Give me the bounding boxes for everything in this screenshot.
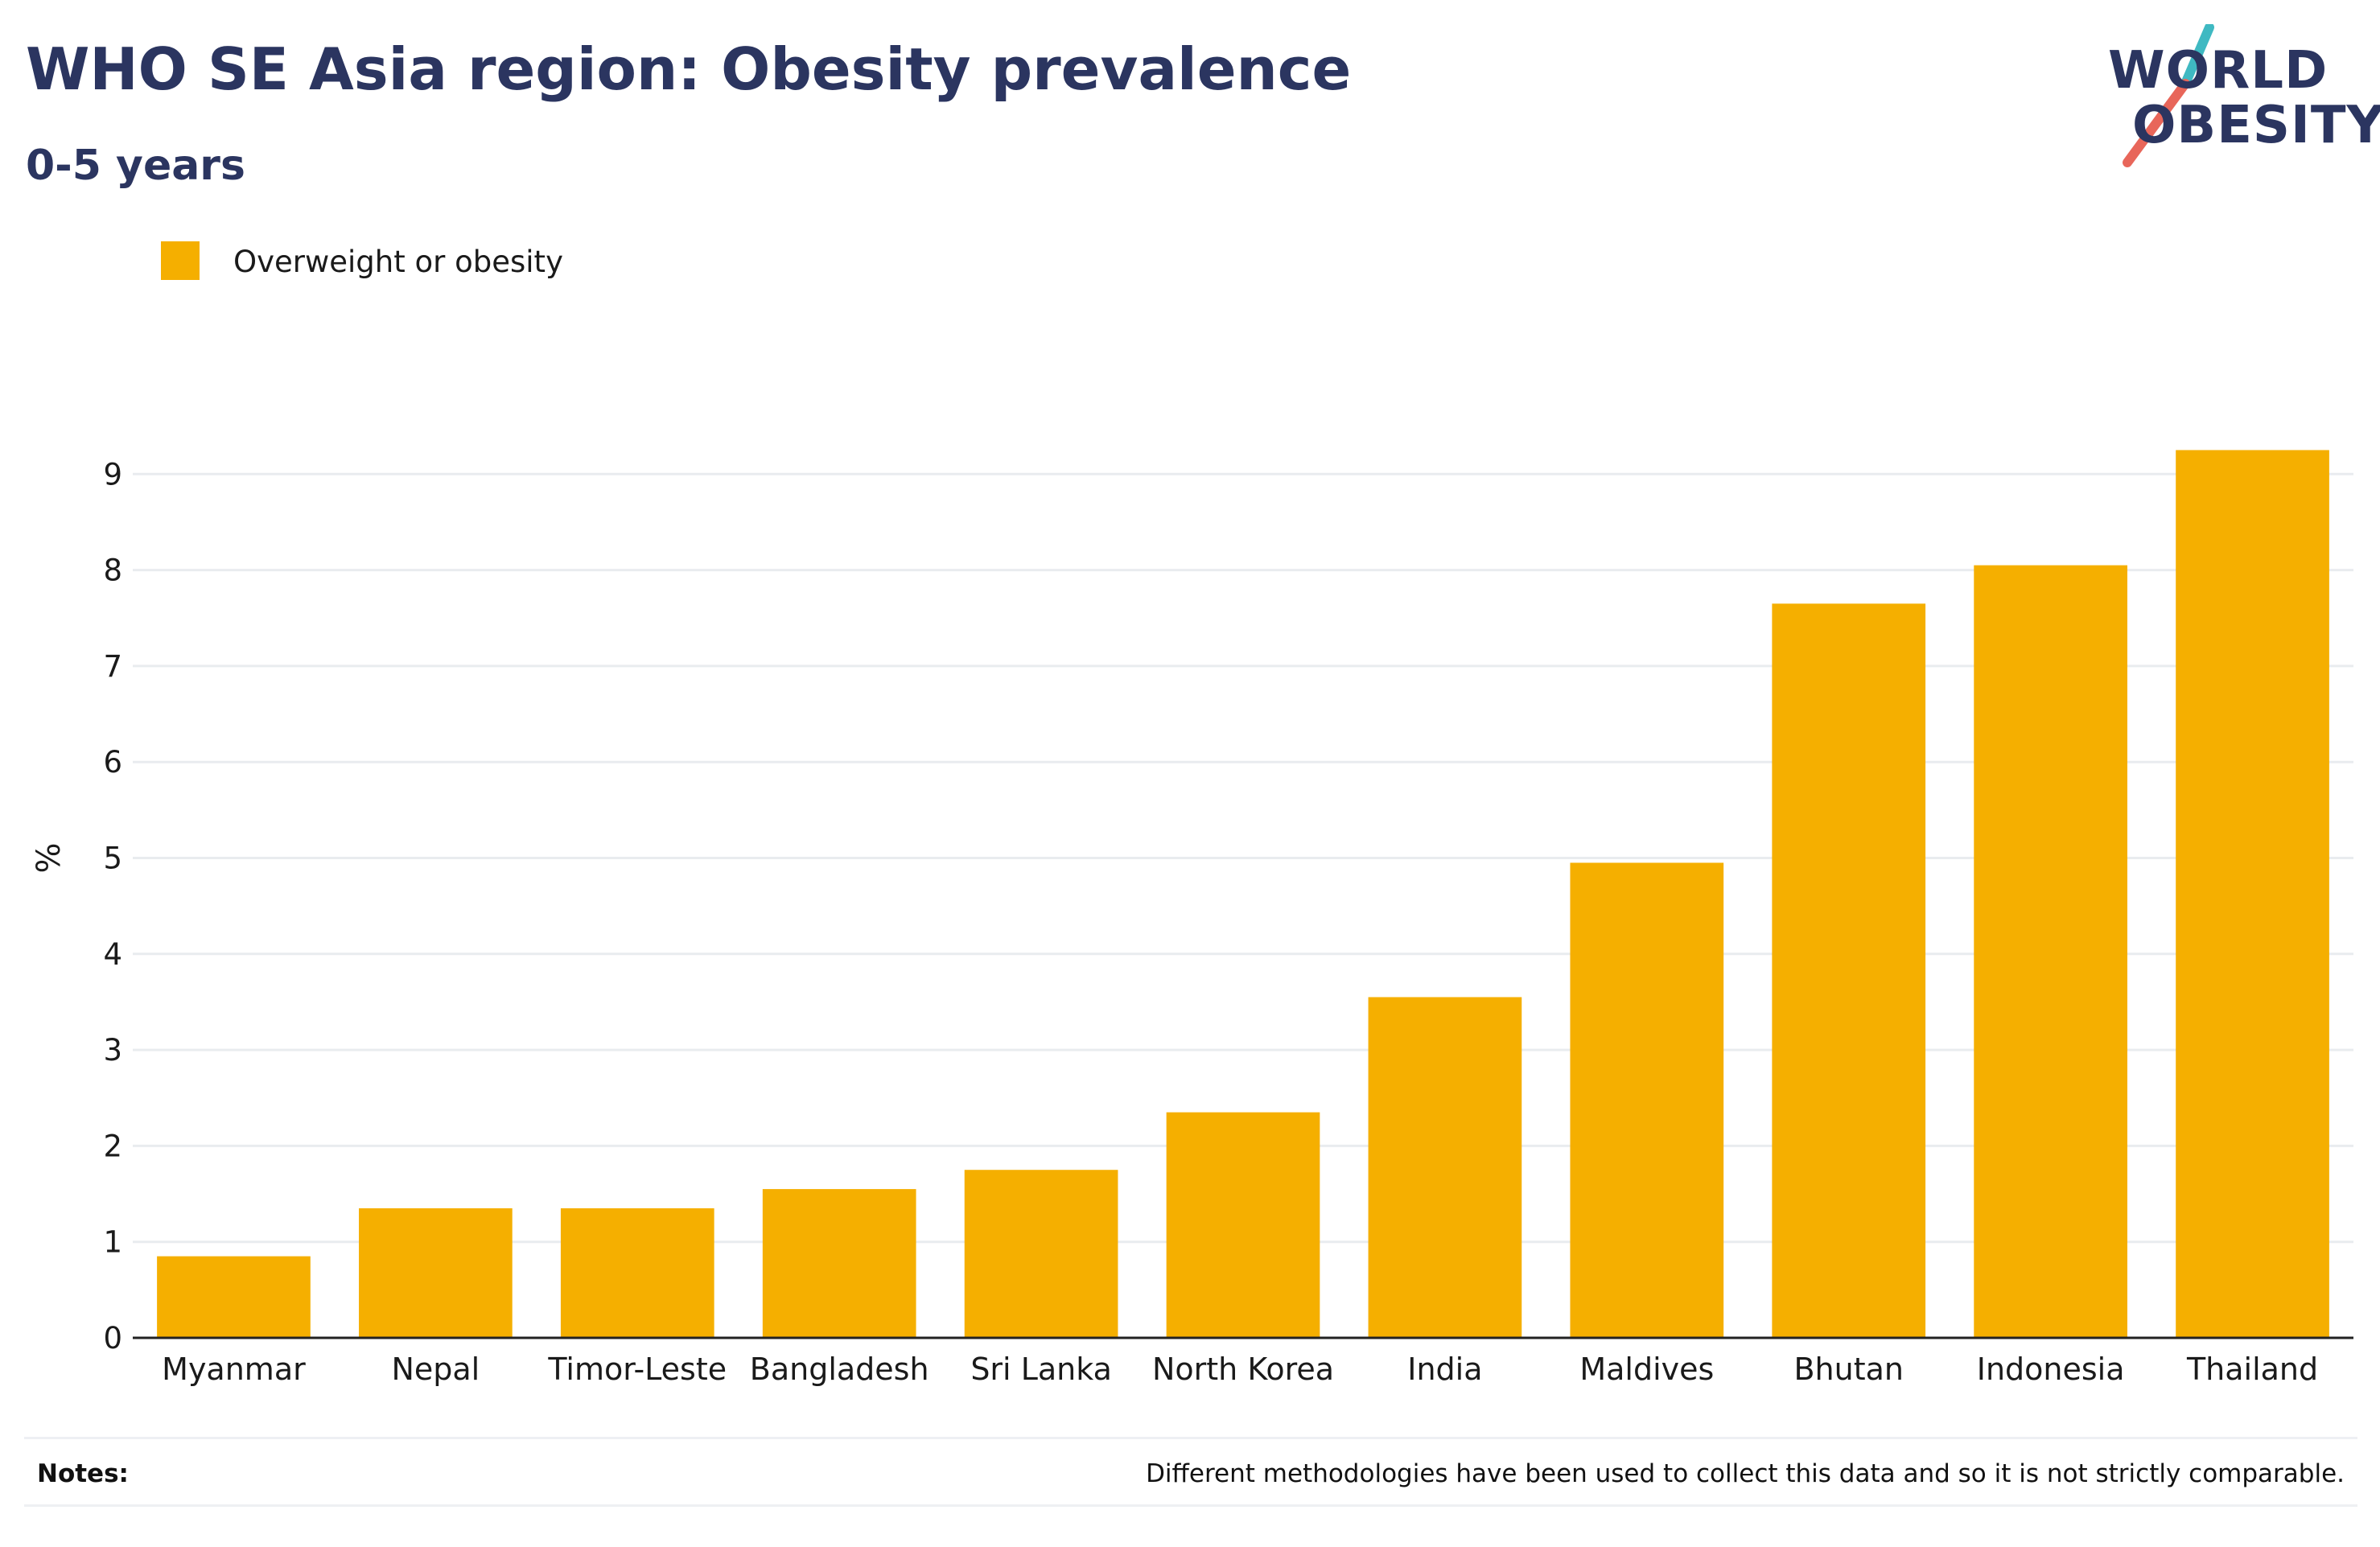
logo-slash-icon — [2123, 24, 2214, 167]
x-tick-label: India — [1407, 1352, 1482, 1387]
notes-label: Notes: — [37, 1459, 129, 1488]
x-tick-label: Timor-Leste — [547, 1352, 727, 1387]
y-tick-label: 9 — [103, 457, 122, 492]
notes-divider-top — [24, 1437, 2357, 1439]
y-tick-label: 6 — [103, 745, 122, 780]
bar — [157, 1256, 311, 1338]
chart-title: WHO SE Asia region: Obesity prevalence — [26, 35, 1352, 103]
x-tick-label: Indonesia — [1977, 1352, 2125, 1387]
x-tick-label: Nepal — [391, 1352, 480, 1387]
legend-label: Overweight or obesity — [233, 245, 563, 279]
bar — [359, 1208, 513, 1338]
x-tick-label: Maldives — [1579, 1352, 1714, 1387]
x-tick-label: Bhutan — [1793, 1352, 1904, 1387]
world-obesity-logo: WORLD OBESITY — [2108, 24, 2380, 169]
bar — [1974, 565, 2127, 1338]
x-tick-label: Myanmar — [162, 1352, 306, 1387]
notes-text: Different methodologies have been used t… — [1146, 1459, 2345, 1488]
notes-divider-bottom — [24, 1504, 2357, 1507]
x-tick-label: Sri Lanka — [970, 1352, 1112, 1387]
y-tick-label: 7 — [103, 649, 122, 684]
y-tick-label: 3 — [103, 1033, 122, 1068]
x-tick-label: Bangladesh — [750, 1352, 929, 1387]
bar — [2176, 450, 2329, 1338]
bar — [762, 1189, 916, 1338]
bar — [560, 1208, 714, 1338]
logo-word-world: WORLD — [2108, 41, 2329, 101]
y-tick-label: 1 — [103, 1225, 122, 1260]
y-axis-label: % — [31, 842, 68, 873]
bar — [1368, 997, 1522, 1338]
legend-swatch — [161, 241, 200, 280]
y-tick-label: 2 — [103, 1129, 122, 1163]
chart-subtitle: 0-5 years — [26, 142, 245, 190]
bar — [1570, 862, 1724, 1338]
bar — [1166, 1112, 1320, 1338]
y-tick-label: 5 — [103, 841, 122, 876]
bar — [964, 1170, 1118, 1338]
x-tick-label: Thailand — [2186, 1352, 2318, 1387]
bar — [1772, 603, 1926, 1338]
y-tick-label: 8 — [103, 553, 122, 588]
y-tick-label: 0 — [103, 1321, 122, 1356]
bar-chart: 0 1 2 3 4 5 6 7 8 9% Myanmar Nepal Timor-Leste Bangla… — [31, 450, 2353, 1387]
y-tick-label: 4 — [103, 937, 122, 972]
x-tick-label: North Korea — [1152, 1352, 1334, 1387]
logo-word-obesity: OBESITY — [2132, 96, 2380, 155]
